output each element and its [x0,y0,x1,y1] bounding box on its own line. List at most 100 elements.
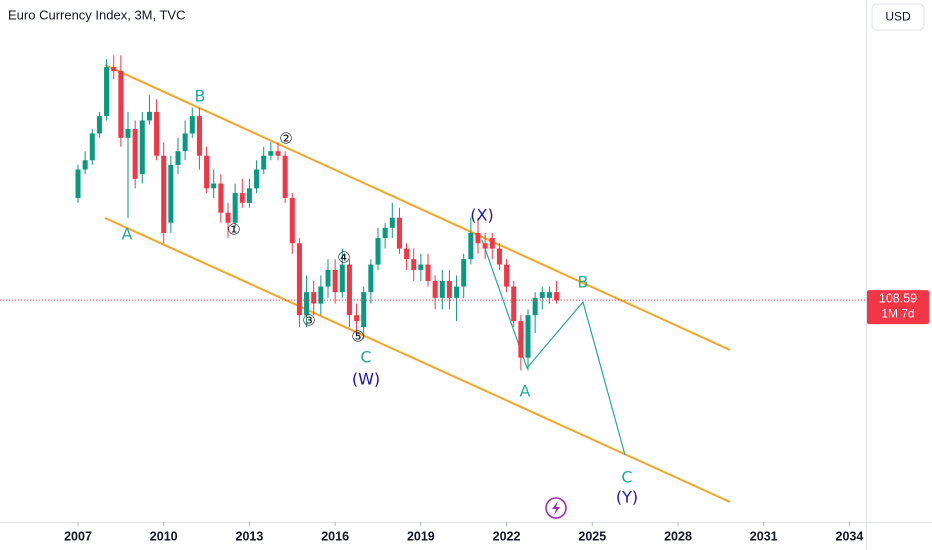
candle-body [182,133,188,152]
wave-label: B [195,87,206,106]
candle [311,280,317,316]
candle [261,146,267,175]
candle-body [225,212,231,223]
candle [182,120,188,161]
candle-body [511,286,517,322]
candle-body [475,232,481,244]
candle-body [446,280,452,298]
candle [211,169,217,198]
channel-line [104,64,731,351]
candle-body [439,280,445,298]
x-tick-label: 2025 [578,529,606,543]
candle [275,142,281,161]
candle [468,217,474,265]
wave-label: C [360,348,371,367]
candle [539,286,545,310]
candle-body [146,111,152,121]
candle-body [425,264,431,281]
candle-body [104,67,110,117]
candle-body [118,71,124,138]
candle [475,217,481,254]
candle-body [175,151,181,165]
countdown-label: 1M 7d [881,306,914,320]
candle-body [211,183,217,189]
wave-label: (Y) [616,488,638,507]
candle [454,275,460,322]
wave-label: A [122,225,133,244]
candle-body [275,151,281,156]
wave-label: ⑤ [351,328,364,346]
candle-body [418,264,424,270]
candle [304,275,310,328]
candle [511,280,517,328]
wave-label: (W) [352,370,380,389]
candle-body [232,193,238,223]
candle-body [389,217,395,228]
candle-body [125,129,131,138]
candle [232,183,238,228]
currency-label[interactable]: USD [885,10,911,24]
candle [332,259,338,304]
candle-body [304,292,310,316]
candle [482,232,488,260]
wave-label: C [621,468,632,487]
wave-label: ④ [337,249,350,267]
last-price-box [867,290,929,325]
candle-body [296,243,302,316]
candle-body [204,155,210,189]
wave-label: ② [279,130,292,148]
currency-button[interactable] [871,3,925,31]
candle [354,303,360,334]
candle-body [96,116,102,134]
candle-body [354,315,360,322]
candle [196,107,202,170]
candle-body [318,286,324,304]
candle [404,243,410,270]
candle [361,286,367,340]
candle-body [325,269,331,287]
candle [111,55,117,79]
candle [96,111,102,138]
candle-body [404,248,410,260]
candle-body [489,238,495,249]
candle [168,155,174,233]
candle-body [361,292,367,328]
candle-body [454,286,460,298]
candle [339,248,345,298]
candle [396,207,402,254]
candle-body [525,315,531,358]
wave-projection [481,239,626,456]
wave-label: ③ [302,312,315,330]
candle-body [375,238,381,265]
candle-body [482,243,488,249]
candle [425,253,431,287]
candle [289,193,295,254]
candle-body [518,321,524,358]
candle [446,269,452,310]
event-bolt[interactable] [552,501,560,515]
candle [154,99,160,161]
candle-body [218,183,224,213]
candle-body [132,129,138,179]
drawings [104,64,731,503]
candle-body [382,227,388,239]
event-icon[interactable] [545,497,567,519]
candle [489,232,495,260]
candle-body [139,120,145,175]
x-tick-label: 2022 [493,529,521,543]
candle-body [254,169,260,189]
candle [382,222,388,249]
x-tick-label: 2010 [150,529,178,543]
candle [296,238,302,328]
candle [89,129,95,165]
candle [125,111,131,218]
candle [461,253,467,298]
candle [204,146,210,194]
candle [75,164,81,203]
candle [518,315,524,371]
candle [175,137,181,175]
candle-body [539,292,545,298]
